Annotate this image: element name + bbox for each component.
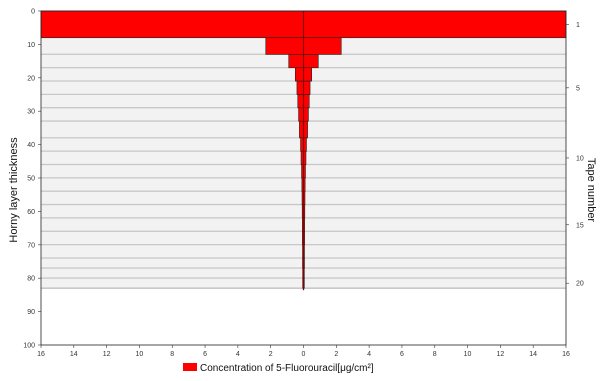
x-tick-9: 2 [334,351,338,358]
x-tick-0: 16 [37,351,45,358]
right-tick-15: 15 [576,222,584,229]
left-tick-0: 0 [31,9,35,16]
left-tick-80: 80 [27,276,35,283]
legend-label: Concentration of 5-Fluorouracil[μg/cm²] [200,363,374,374]
legend-swatch [183,363,197,371]
right-axis-title: Tape number [585,158,597,223]
left-tick-90: 90 [27,309,35,316]
left-tick-100: 100 [23,343,35,350]
x-tick-4: 8 [170,351,174,358]
left-tick-60: 60 [27,209,35,216]
x-tick-8: 0 [302,351,306,358]
x-tick-3: 10 [136,351,144,358]
x-tick-11: 6 [400,351,404,358]
left-tick-70: 70 [27,242,35,249]
left-tick-labels: 0 10 20 30 40 50 60 70 80 90 100 [23,9,41,350]
x-tick-1: 14 [70,351,78,358]
right-tick-1: 1 [576,22,580,29]
left-tick-50: 50 [27,176,35,183]
left-tick-40: 40 [27,142,35,149]
x-tick-5: 6 [203,351,207,358]
legend: Concentration of 5-Fluorouracil[μg/cm²] [183,363,374,374]
left-axis-title: Horny layer thickness [8,137,20,243]
x-tick-2: 12 [103,351,111,358]
right-tick-5: 5 [576,85,580,92]
x-tick-14: 12 [496,351,504,358]
x-tick-labels: 16 14 12 10 8 6 4 2 0 2 4 6 8 10 12 14 16 [37,345,570,358]
x-tick-12: 8 [433,351,437,358]
left-tick-20: 20 [27,75,35,82]
x-tick-6: 4 [236,351,240,358]
right-tick-10: 10 [576,155,584,162]
left-tick-10: 10 [27,42,35,49]
x-tick-16: 16 [562,351,570,358]
right-tick-20: 20 [576,281,584,288]
left-tick-30: 30 [27,109,35,116]
x-tick-13: 10 [464,351,472,358]
x-tick-7: 2 [269,351,273,358]
x-tick-10: 4 [367,351,371,358]
x-tick-15: 14 [529,351,537,358]
